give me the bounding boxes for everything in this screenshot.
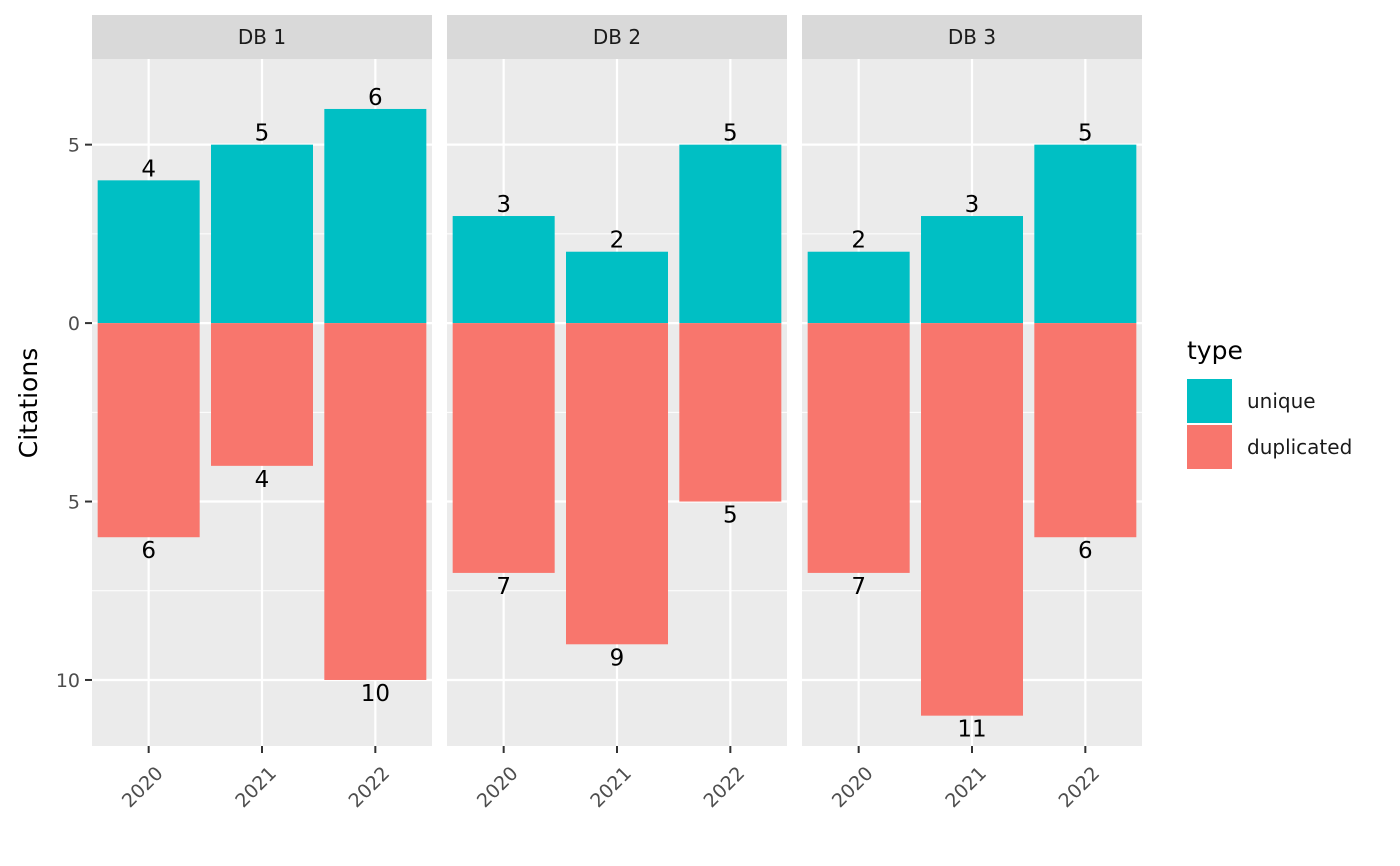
data-label: 4 <box>255 467 270 493</box>
legend-key-duplicated <box>1187 425 1232 469</box>
y-axis: 5 0 5 10 <box>56 135 92 692</box>
bar-duplicated <box>807 323 910 573</box>
data-label: 5 <box>723 503 738 529</box>
facet-strip <box>92 15 432 59</box>
legend-key-unique <box>1187 379 1232 423</box>
x-tick-label: 2021 <box>586 762 636 812</box>
data-label: 5 <box>1078 121 1093 147</box>
y-tick-label: 5 <box>68 492 80 514</box>
bar-unique <box>324 108 427 324</box>
bar-unique <box>1034 144 1137 324</box>
x-tick-label: 2020 <box>828 762 878 812</box>
facet-panel: DB 2 3 2 5 7 9 5 2020 2021 2022 <box>447 15 787 812</box>
x-tick-label: 2020 <box>473 762 523 812</box>
facet-strip <box>802 15 1142 59</box>
x-tick-label: 2022 <box>700 762 750 812</box>
bar-unique <box>211 144 313 324</box>
data-label: 2 <box>610 228 625 254</box>
bar-duplicated <box>1034 323 1137 538</box>
data-label: 11 <box>957 717 986 743</box>
x-tick-label: 2020 <box>118 762 168 812</box>
panels: DB 1 4 5 6 6 4 10 2020 2021 2022 DB 2 3 2 5 7 9 5 2020 202… <box>92 15 1142 812</box>
bar-unique <box>807 251 910 324</box>
legend-title: type <box>1187 336 1243 365</box>
bar-duplicated <box>97 323 200 538</box>
y-tick-label: 0 <box>68 313 80 335</box>
legend-label: unique <box>1247 389 1316 413</box>
bar-duplicated <box>211 323 313 466</box>
facet-strip-label: DB 2 <box>593 25 641 49</box>
data-label: 7 <box>496 574 511 600</box>
bar-duplicated <box>679 323 782 502</box>
data-label: 7 <box>851 574 866 600</box>
facet-strip-label: DB 1 <box>238 25 286 49</box>
data-label: 6 <box>141 538 156 564</box>
bar-unique <box>566 251 668 324</box>
bar-unique <box>97 180 200 324</box>
y-axis-title: Citations <box>14 348 43 458</box>
data-label: 3 <box>965 192 980 218</box>
data-label: 9 <box>610 645 625 671</box>
data-label: 6 <box>368 85 383 111</box>
bar-unique <box>679 144 782 324</box>
facet-panel: DB 1 4 5 6 6 4 10 2020 2021 2022 <box>92 15 432 812</box>
x-tick-label: 2022 <box>345 762 395 812</box>
y-tick-label: 5 <box>68 135 80 157</box>
data-label: 5 <box>723 121 738 147</box>
data-label: 3 <box>496 192 511 218</box>
x-tick-label: 2022 <box>1055 762 1105 812</box>
data-label: 2 <box>851 228 866 254</box>
legend-label: duplicated <box>1247 435 1352 459</box>
y-tick-label: 10 <box>56 670 80 692</box>
facet-strip-label: DB 3 <box>948 25 996 49</box>
facet-panel: DB 3 2 3 5 7 11 6 2020 2021 2022 <box>802 15 1142 812</box>
bar-unique <box>452 216 555 324</box>
bar-duplicated <box>324 323 427 680</box>
bar-duplicated <box>452 323 555 573</box>
bar-duplicated <box>566 323 668 645</box>
facet-strip <box>447 15 787 59</box>
x-tick-label: 2021 <box>941 762 991 812</box>
x-tick-label: 2021 <box>231 762 281 812</box>
data-label: 5 <box>255 121 270 147</box>
data-label: 10 <box>361 681 390 707</box>
data-label: 6 <box>1078 538 1093 564</box>
bar-unique <box>921 216 1023 324</box>
data-label: 4 <box>141 156 156 182</box>
bar-duplicated <box>921 323 1023 716</box>
